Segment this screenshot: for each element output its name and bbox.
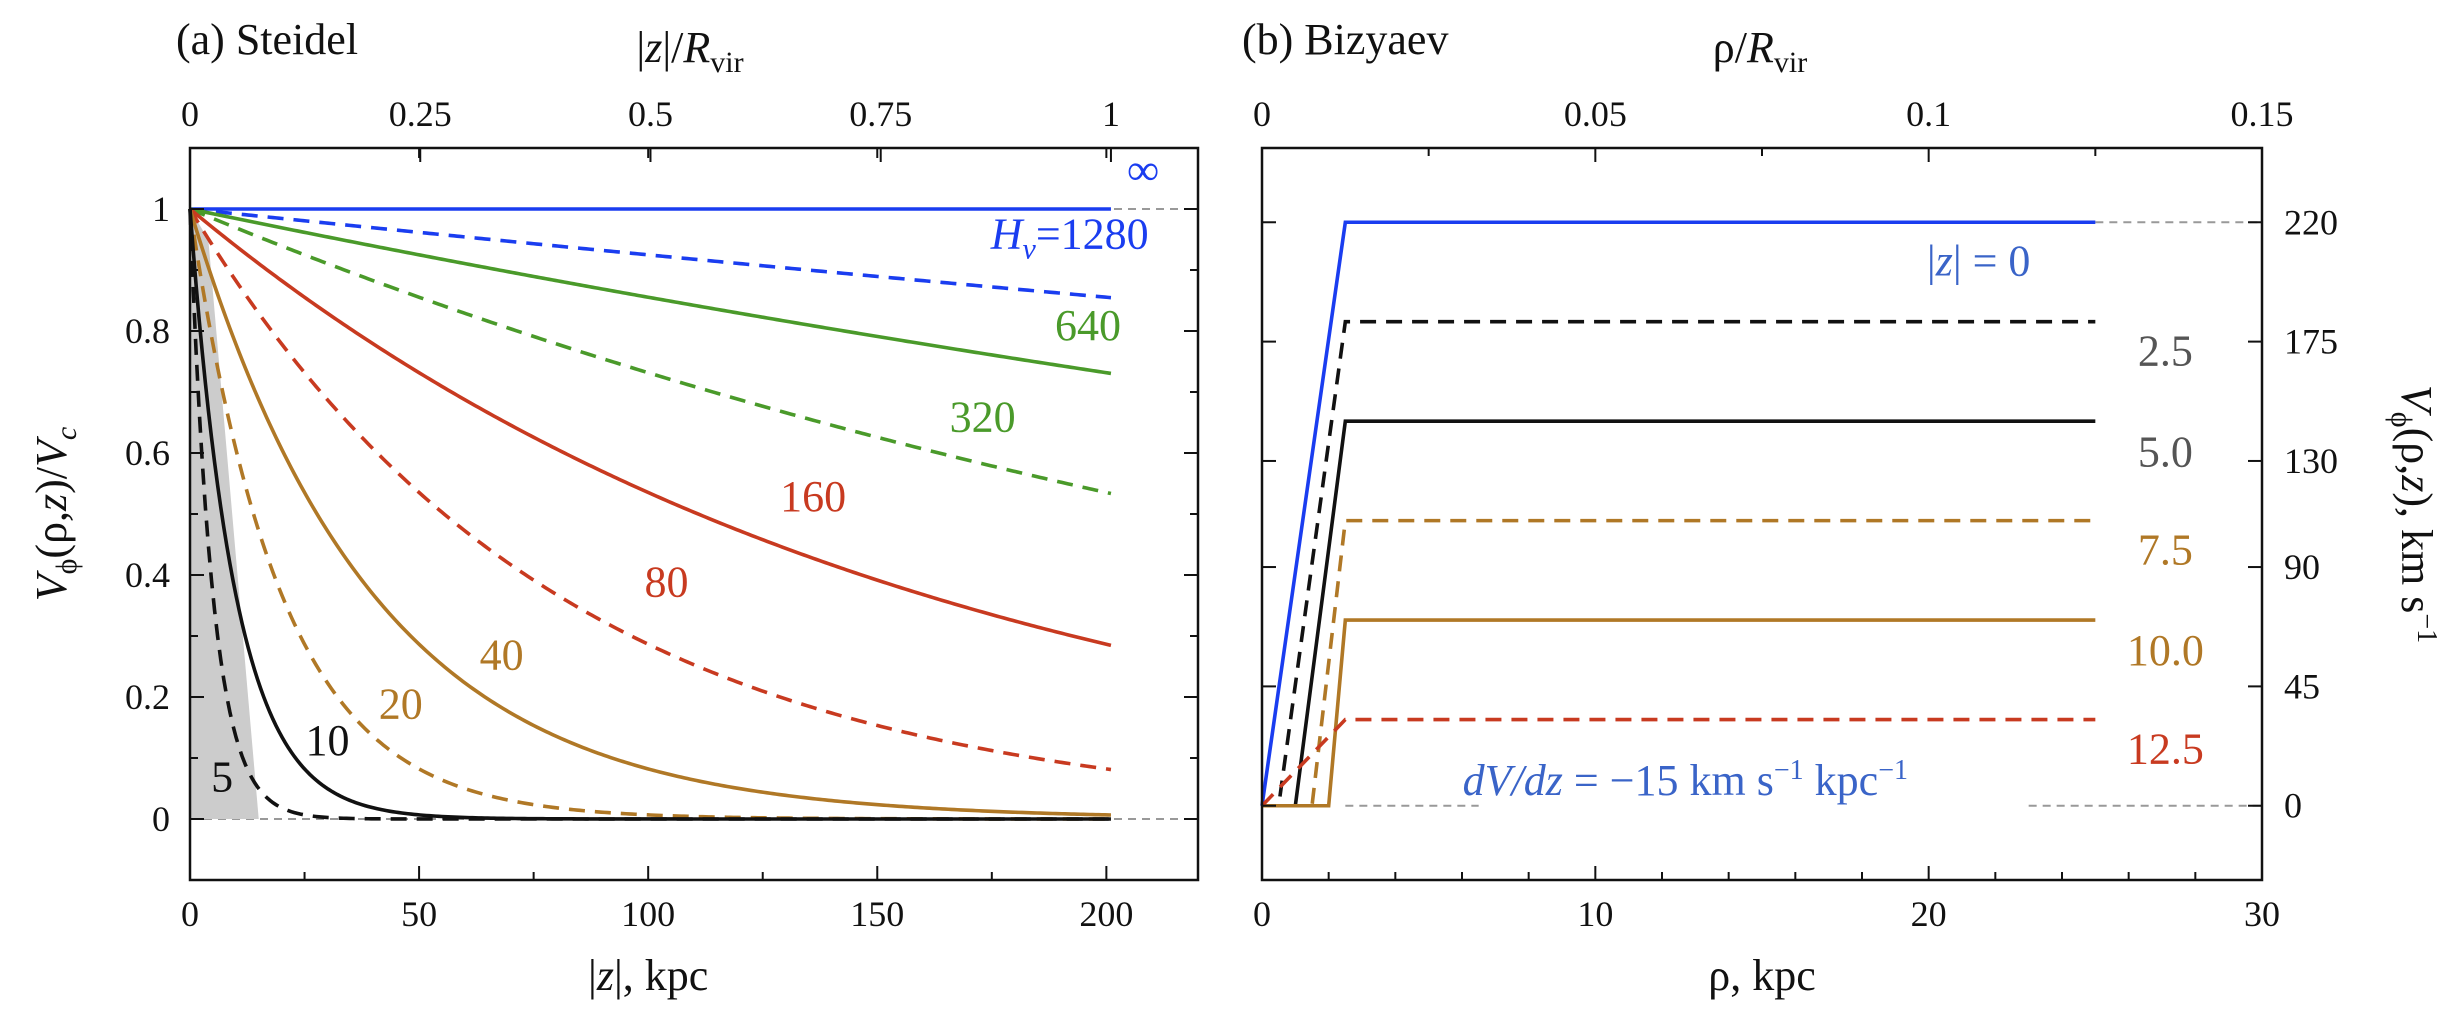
panel-a-steidel: (a) Steidel |z|/Rvir ∞ Hv=1280 640 320 160 80… bbox=[27, 15, 1200, 1000]
panel-b-title: (b) Bizyaev bbox=[1242, 15, 1448, 64]
shaded-region bbox=[190, 209, 259, 819]
curve-b-label: 7.5 bbox=[2138, 525, 2193, 574]
y-axis-title-text: Vϕ(ρ,z)/Vc bbox=[27, 427, 83, 602]
top-tick-label: 1 bbox=[1102, 94, 1120, 134]
right-tick-label: 90 bbox=[2284, 547, 2320, 587]
curve-b-label: |z| = 0 bbox=[1927, 236, 2031, 285]
panel-b-y-axis-title: Vϕ(ρ,z), km s−1 bbox=[2385, 385, 2442, 643]
curve-b-4 bbox=[1262, 618, 2096, 808]
top-tick-label: 0 bbox=[181, 94, 199, 134]
x-axis-title-text: |z|, kpc bbox=[588, 951, 708, 1000]
top-tick-label: 0.5 bbox=[628, 94, 673, 134]
curve-b-label: 5.0 bbox=[2138, 427, 2193, 476]
x-tick-label: 30 bbox=[2244, 894, 2280, 934]
curve-a-label: Hv=1280 bbox=[990, 210, 1149, 266]
right-tick-label: 0 bbox=[2284, 786, 2302, 826]
curve-a-5 bbox=[188, 208, 1112, 772]
curve-a-label: 20 bbox=[379, 679, 423, 728]
y-tick-label: 0.2 bbox=[125, 677, 170, 717]
panel-a-title: (a) Steidel bbox=[176, 15, 358, 64]
curve-b-1 bbox=[1262, 319, 2096, 808]
curve-a-label: 80 bbox=[645, 557, 689, 606]
y-tick-label: 0.6 bbox=[125, 433, 170, 473]
right-tick-label: 220 bbox=[2284, 202, 2338, 242]
curve-a-6 bbox=[188, 208, 1111, 817]
panel-a-plot-area: ∞ Hv=1280 640 320 160 80 40 20 10 5 bbox=[188, 146, 1198, 821]
gradient-annotation: dV/dz = −15 km s−1 kpc−1 bbox=[1463, 755, 1908, 805]
top-tick-label: 0.1 bbox=[1906, 94, 1951, 134]
top-tick-label: 0 bbox=[1253, 94, 1271, 134]
curve-a-label: ∞ bbox=[1127, 146, 1158, 195]
top-tick-label: 0.05 bbox=[1564, 94, 1627, 134]
right-tick-label: 175 bbox=[2284, 322, 2338, 362]
top-axis-title-text: ρ/Rvir bbox=[1713, 23, 1807, 79]
panel-a-x-axis-title: |z|, kpc bbox=[588, 951, 708, 1000]
x-tick-label: 200 bbox=[1079, 894, 1133, 934]
curve-b-0 bbox=[1260, 220, 2096, 806]
top-tick-label: 0.75 bbox=[849, 94, 912, 134]
y-tick-label: 0 bbox=[152, 799, 170, 839]
x-tick-label: 100 bbox=[621, 894, 675, 934]
panel-b-plot-area: |z| = 0 2.5 5.0 7.5 10.0 12.5 dV/dz = −15 km s… bbox=[1260, 220, 2262, 808]
x-tick-label: 0 bbox=[1253, 894, 1271, 934]
curve-b-label: 2.5 bbox=[2138, 326, 2193, 375]
curve-a-7 bbox=[188, 208, 1111, 821]
curve-a-label: 10 bbox=[305, 716, 349, 765]
curve-b-3 bbox=[1262, 518, 2096, 808]
curve-a-4 bbox=[188, 207, 1112, 648]
panel-b-x-axis-title: ρ, kpc bbox=[1708, 951, 1816, 1000]
curve-b-label: 10.0 bbox=[2127, 626, 2204, 675]
top-axis-title-text: |z|/Rvir bbox=[636, 23, 743, 79]
x-tick-label: 10 bbox=[1577, 894, 1613, 934]
x-tick-label: 150 bbox=[850, 894, 904, 934]
y-axis-title-text: Vϕ(ρ,z), km s−1 bbox=[2385, 385, 2442, 643]
y-tick-label: 1 bbox=[152, 189, 170, 229]
x-tick-label: 50 bbox=[401, 894, 437, 934]
x-tick-label: 0 bbox=[181, 894, 199, 934]
panel-b-top-axis-title: ρ/Rvir bbox=[1713, 23, 1807, 79]
panel-b-axes: 0 10 20 30 0 0.05 0.1 0.15 0 45 90 130 175 220 bbox=[1253, 94, 2338, 934]
x-axis-title-text: ρ, kpc bbox=[1708, 951, 1816, 1000]
curve-a-label: 40 bbox=[480, 631, 524, 680]
curve-b-label: 12.5 bbox=[2127, 724, 2204, 773]
curve-a-2 bbox=[189, 207, 1112, 376]
y-tick-label: 0.8 bbox=[125, 311, 170, 351]
panel-a-top-axis-title: |z|/Rvir bbox=[636, 23, 743, 79]
right-tick-label: 130 bbox=[2284, 441, 2338, 481]
right-tick-label: 45 bbox=[2284, 666, 2320, 706]
x-tick-label: 20 bbox=[1911, 894, 1947, 934]
y-tick-label: 0.4 bbox=[125, 555, 170, 595]
panel-b-bizyaev: (b) Bizyaev ρ/Rvir |z| = 0 2.5 5.0 7.5 10.0 1… bbox=[1242, 15, 2442, 1000]
curve-a-label: 640 bbox=[1055, 301, 1121, 350]
curve-a-label: 5 bbox=[211, 753, 233, 802]
curve-b-2 bbox=[1262, 419, 2096, 808]
panel-a-y-axis-title: Vϕ(ρ,z)/Vc bbox=[27, 427, 83, 602]
curve-a-1 bbox=[189, 207, 1112, 300]
curve-a-8 bbox=[188, 208, 1111, 821]
curve-a-9 bbox=[188, 208, 1111, 821]
curve-a-3 bbox=[189, 207, 1112, 496]
curve-a-label: 160 bbox=[780, 472, 846, 521]
curve-a-label: 320 bbox=[950, 393, 1016, 442]
top-tick-label: 0.25 bbox=[389, 94, 452, 134]
top-tick-label: 0.15 bbox=[2231, 94, 2294, 134]
curve-b-5 bbox=[1260, 717, 2096, 807]
